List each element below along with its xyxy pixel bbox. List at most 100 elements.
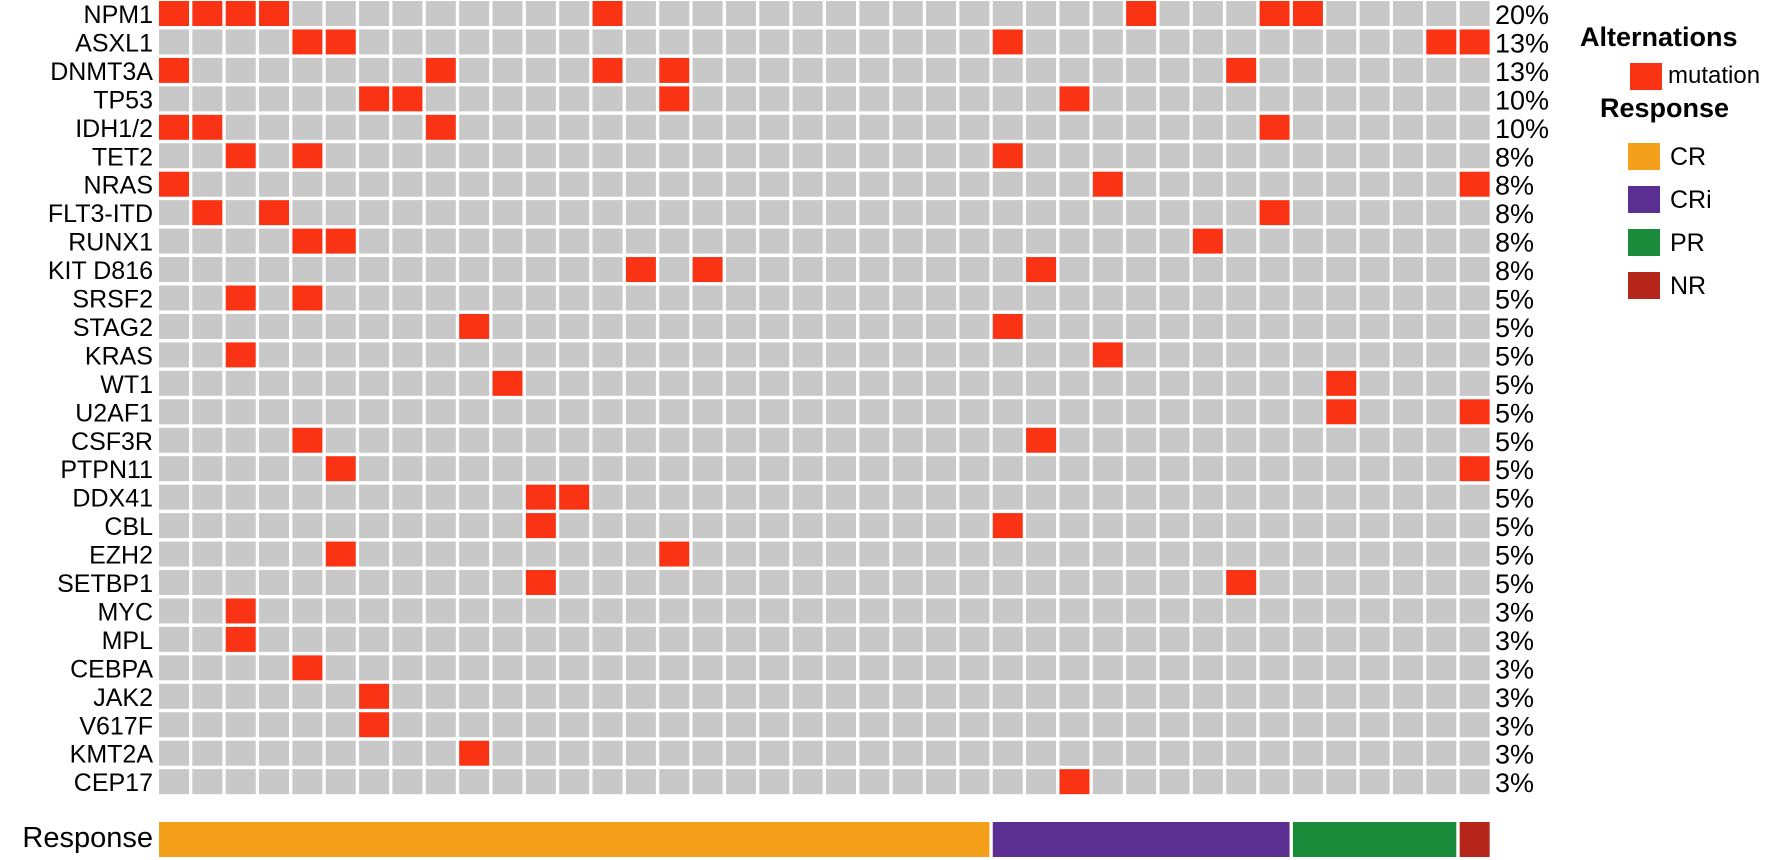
empty-cell xyxy=(525,86,556,112)
mutation-cell xyxy=(1459,456,1490,482)
empty-cell xyxy=(1459,598,1490,624)
empty-cell xyxy=(1026,712,1057,738)
empty-cell xyxy=(759,171,790,197)
empty-cell xyxy=(292,114,323,140)
empty-cell xyxy=(392,541,423,567)
empty-cell xyxy=(292,399,323,425)
mutation-cell xyxy=(992,29,1023,55)
empty-cell xyxy=(859,114,890,140)
empty-cell xyxy=(859,29,890,55)
empty-cell xyxy=(325,285,356,311)
empty-cell xyxy=(826,570,856,595)
empty-cell xyxy=(659,484,690,510)
empty-cell xyxy=(225,114,256,140)
empty-cell xyxy=(1292,313,1323,339)
empty-cell xyxy=(559,114,590,140)
empty-cell xyxy=(1259,541,1290,567)
empty-cell xyxy=(292,570,323,595)
empty-cell xyxy=(1259,285,1290,311)
empty-cell xyxy=(392,626,423,652)
empty-cell xyxy=(1226,370,1257,396)
empty-cell xyxy=(859,399,890,425)
empty-cell xyxy=(792,370,823,396)
empty-cell xyxy=(459,342,490,368)
empty-cell xyxy=(425,570,456,595)
empty-cell xyxy=(1159,171,1190,197)
empty-cell xyxy=(992,683,1023,709)
mutation-cell xyxy=(392,86,423,112)
empty-cell xyxy=(459,598,490,624)
empty-cell xyxy=(1159,683,1190,709)
empty-cell xyxy=(725,114,756,140)
empty-cell xyxy=(792,313,823,339)
empty-cell xyxy=(1059,626,1090,652)
empty-cell xyxy=(592,740,623,766)
empty-cell xyxy=(1359,427,1390,453)
empty-cell xyxy=(1192,313,1223,339)
gene-label: MYC xyxy=(97,598,153,626)
empty-cell xyxy=(892,456,923,482)
empty-cell xyxy=(292,626,323,652)
mutation-cell xyxy=(425,57,456,83)
empty-cell xyxy=(992,655,1023,681)
empty-cell xyxy=(1059,683,1090,709)
empty-cell xyxy=(1159,313,1190,339)
empty-cell xyxy=(692,370,723,396)
empty-cell xyxy=(859,541,890,567)
empty-cell xyxy=(1226,200,1257,226)
empty-cell xyxy=(1092,683,1123,709)
empty-cell xyxy=(959,399,990,425)
empty-cell xyxy=(492,200,523,226)
empty-cell xyxy=(959,712,990,738)
empty-cell xyxy=(959,570,990,595)
empty-cell xyxy=(459,427,490,453)
empty-cell xyxy=(1359,143,1390,169)
empty-cell xyxy=(292,1,323,26)
empty-cell xyxy=(459,257,490,283)
empty-cell xyxy=(1092,114,1123,140)
empty-cell xyxy=(1026,740,1057,766)
empty-cell xyxy=(892,399,923,425)
empty-cell xyxy=(759,228,790,254)
empty-cell xyxy=(359,257,390,283)
empty-cell xyxy=(1426,342,1457,368)
empty-cell xyxy=(1192,29,1223,55)
empty-cell xyxy=(359,740,390,766)
mutation-cell xyxy=(1259,1,1290,26)
empty-cell xyxy=(392,513,423,539)
empty-cell xyxy=(492,513,523,539)
empty-cell xyxy=(959,143,990,169)
empty-cell xyxy=(1092,86,1123,112)
empty-cell xyxy=(1459,570,1490,595)
gene-label: NPM1 xyxy=(84,1,153,29)
gene-label: CSF3R xyxy=(71,428,153,456)
empty-cell xyxy=(1292,399,1323,425)
empty-cell xyxy=(1226,456,1257,482)
percentage-label: 3% xyxy=(1495,597,1534,627)
empty-cell xyxy=(992,598,1023,624)
empty-cell xyxy=(692,200,723,226)
empty-cell xyxy=(759,200,790,226)
empty-cell xyxy=(926,86,957,112)
empty-cell xyxy=(659,228,690,254)
empty-cell xyxy=(625,456,656,482)
empty-cell xyxy=(1359,200,1390,226)
empty-cell xyxy=(992,456,1023,482)
empty-cell xyxy=(992,399,1023,425)
gene-row xyxy=(159,200,1490,226)
empty-cell xyxy=(1359,57,1390,83)
gene-row xyxy=(159,541,1490,567)
empty-cell xyxy=(1259,171,1290,197)
empty-cell xyxy=(859,57,890,83)
empty-cell xyxy=(492,740,523,766)
empty-cell xyxy=(392,484,423,510)
gene-label: TP53 xyxy=(93,86,153,114)
empty-cell xyxy=(459,114,490,140)
gene-row xyxy=(159,370,1490,396)
empty-cell xyxy=(959,683,990,709)
response-segment-pr xyxy=(1292,822,1457,857)
empty-cell xyxy=(225,228,256,254)
empty-cell xyxy=(1092,399,1123,425)
empty-cell xyxy=(1092,200,1123,226)
empty-cell xyxy=(1392,370,1423,396)
